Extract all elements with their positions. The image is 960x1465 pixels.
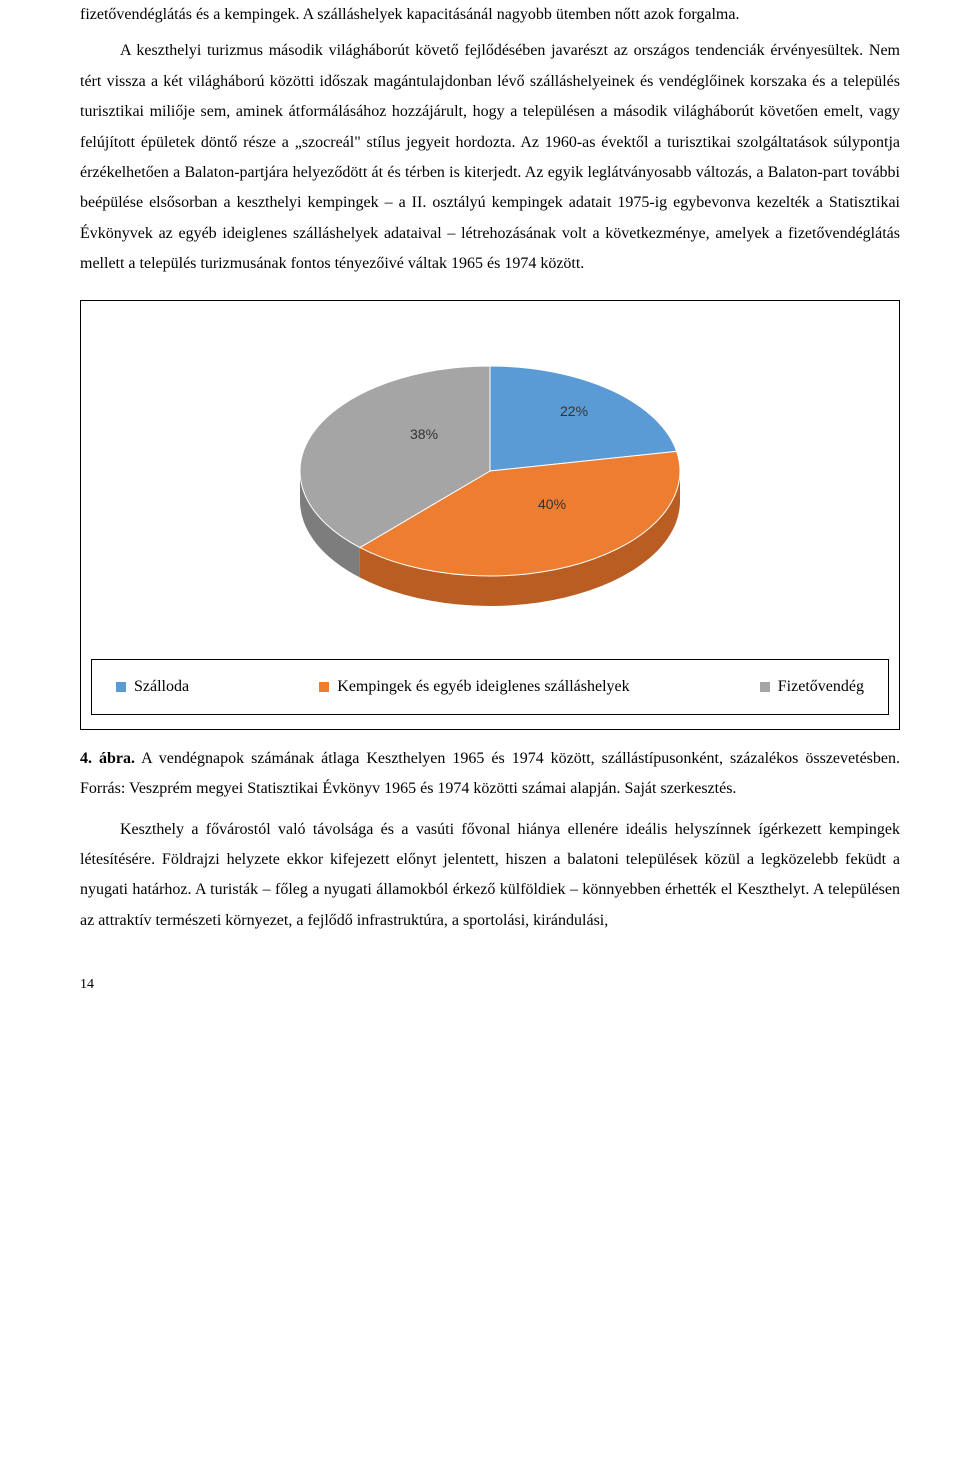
- pie-chart-svg: 22% 40% 38%: [250, 341, 730, 641]
- legend-swatch-kemping: [319, 682, 329, 692]
- legend-swatch-fizeto: [760, 682, 770, 692]
- paragraph-1: fizetővendéglátás és a kempingek. A szál…: [80, 0, 900, 30]
- legend-label-fizeto: Fizetővendég: [778, 672, 864, 702]
- chart-container: 22% 40% 38% Szálloda Kempingek és egyéb id…: [80, 300, 900, 730]
- legend-swatch-szalloda: [116, 682, 126, 692]
- page-number: 14: [80, 972, 900, 999]
- pie-label-kemping: 40%: [538, 496, 566, 512]
- pie-label-szalloda: 22%: [560, 403, 588, 419]
- legend-label-szalloda: Szálloda: [134, 672, 189, 702]
- legend-item-szalloda: Szálloda: [116, 672, 189, 702]
- legend-item-kemping: Kempingek és egyéb ideiglenes szálláshel…: [319, 672, 629, 702]
- figure-label: 4. ábra.: [80, 750, 135, 767]
- figure-caption: 4. ábra. A vendégnapok számának átlaga K…: [80, 744, 900, 805]
- legend-label-kemping: Kempingek és egyéb ideiglenes szálláshel…: [337, 672, 629, 702]
- paragraph-2: A keszthelyi turizmus második világhábor…: [80, 36, 900, 279]
- pie-chart-wrap: 22% 40% 38%: [91, 341, 889, 641]
- figure-caption-text: A vendégnapok számának átlaga Keszthelye…: [80, 750, 900, 797]
- chart-legend: Szálloda Kempingek és egyéb ideiglenes s…: [91, 659, 889, 715]
- pie-label-fizeto: 38%: [410, 426, 438, 442]
- legend-item-fizeto: Fizetővendég: [760, 672, 864, 702]
- paragraph-3: Keszthely a fővárostól való távolsága és…: [80, 815, 900, 937]
